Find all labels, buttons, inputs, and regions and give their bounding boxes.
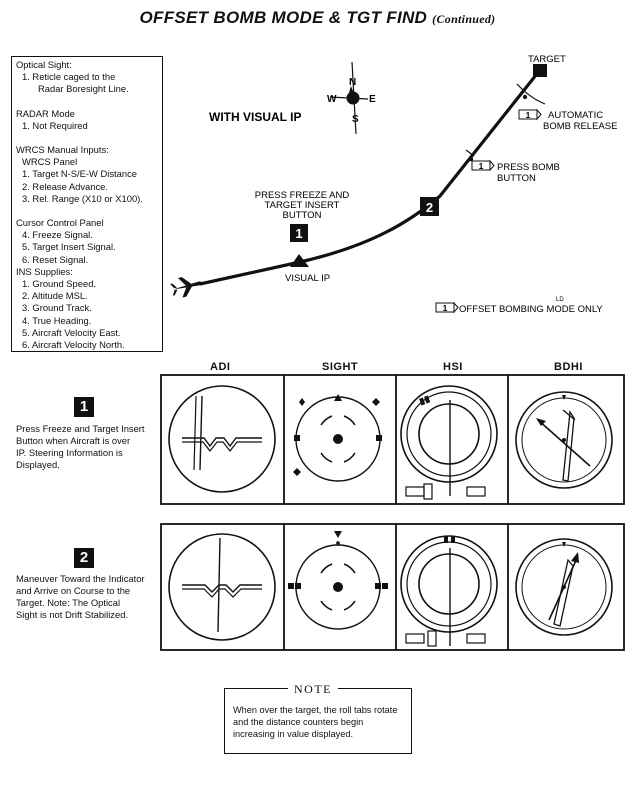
title-main: OFFSET BOMB MODE & TGT FIND [139, 8, 428, 27]
optical-sight-item-cont: Radar Boresight Line. [38, 83, 129, 95]
hsi-indicator [400, 385, 498, 500]
column-head-adi: ADI [210, 361, 231, 373]
visual-ip-label: VISUAL IP [285, 273, 330, 284]
ins-item: 6. Aircraft Velocity North. [22, 339, 125, 351]
callout-num: 1 [479, 161, 484, 171]
offset-only-label: OFFSET BOMBING MODE ONLY [459, 304, 603, 315]
note-text: When over the target, the roll tabs rota… [233, 705, 398, 739]
step-2-badge-num: 2 [79, 549, 89, 566]
ins-item: 1. Ground Speed. [22, 278, 97, 290]
step-text-line: and Arrive on Course to the [16, 585, 131, 596]
sight-reticle [288, 531, 388, 630]
compass-n: N [349, 77, 356, 88]
page-title: OFFSET BOMB MODE & TGT FIND (Continued) [0, 8, 635, 28]
visual-ip-marker [290, 254, 309, 267]
optical-sight-heading: Optical Sight: [16, 59, 72, 70]
hsi-indicator [400, 535, 498, 647]
route-diagram: N E W S WITH VISUAL IP VISUAL IP 1 PRESS… [170, 54, 617, 315]
note-title: NOTE [288, 682, 338, 697]
wrcs-panel-heading: WRCS Panel [22, 156, 78, 168]
step-1-badge-num: 1 [79, 398, 89, 415]
step-2-marker-num: 2 [426, 200, 433, 215]
press-freeze-line: PRESS FREEZE AND [255, 190, 350, 201]
auto-release-line: BOMB RELEASE [543, 121, 617, 132]
cursor-item: 4. Freeze Signal. [22, 229, 93, 241]
ins-item: 2. Altitude MSL. [22, 290, 88, 302]
column-head-hsi: HSI [443, 361, 463, 373]
with-visual-ip-label: WITH VISUAL IP [209, 110, 301, 124]
bdhi-indicator [515, 538, 613, 636]
step-1-badge [74, 397, 94, 417]
instrument-row-1 [160, 374, 625, 505]
optical-sight-item: 1. Reticle caged to the [22, 71, 116, 83]
adi-indicator [168, 385, 276, 493]
title-suffix: (Continued) [432, 12, 496, 26]
target-label: TARGET [528, 54, 566, 65]
aircraft-icon [170, 277, 204, 298]
adi-indicator [168, 533, 276, 641]
compass-rose: N E W S [327, 61, 376, 135]
press-bomb-line: PRESS BOMB [497, 162, 560, 173]
compass-w: W [327, 94, 337, 105]
target-marker [533, 64, 547, 77]
step-2-text: Maneuver Toward the Indicator and Arrive… [16, 573, 161, 621]
wrcs-heading: WRCS Manual Inputs: [16, 144, 109, 156]
release-arc [516, 83, 546, 105]
instrument-row-2 [160, 523, 625, 651]
ins-heading: INS Supplies: [16, 265, 73, 277]
radar-mode-heading: RADAR Mode [16, 107, 75, 119]
wrcs-item: 1. Target N-S/E-W Distance [22, 168, 137, 180]
step-text-line: IP. Steering Information is [16, 447, 123, 458]
wrcs-item: 3. Rel. Range (X10 or X100). [22, 192, 143, 204]
instrument-panels [160, 374, 625, 651]
auto-release-line: AUTOMATIC [548, 110, 603, 121]
callout-num: 1 [443, 303, 448, 313]
bomb-button-tick [465, 149, 475, 157]
step-text-line: Sight is not Drift Stabilized. [16, 609, 129, 620]
compass-e: E [369, 94, 376, 105]
requirements-box: Optical Sight: 1. Reticle caged to the R… [11, 56, 163, 352]
cursor-item: 6. Reset Signal. [22, 253, 89, 265]
press-freeze-line: BUTTON [283, 210, 322, 221]
compass-s: S [352, 114, 359, 125]
step-text-line: Press Freeze and Target Insert [16, 423, 145, 434]
callout-num: 1 [526, 110, 531, 120]
ins-item: 3. Ground Track. [22, 302, 92, 314]
wrcs-item: 2. Release Advance. [22, 180, 108, 192]
step-1-marker [290, 224, 308, 242]
ins-item: 5. Aircraft Velocity East. [22, 326, 121, 338]
step-2-marker [420, 197, 439, 216]
cursor-item: 5. Target Insert Signal. [22, 241, 116, 253]
sight-reticle [293, 394, 382, 482]
column-head-sight: SIGHT [322, 361, 359, 373]
small-mark: LD [556, 297, 564, 303]
step-text-line: Target. Note: The Optical [16, 597, 121, 608]
bomb-button-point [468, 156, 474, 162]
step-2-badge [74, 548, 94, 568]
step-text-line: Maneuver Toward the Indicator [16, 573, 145, 584]
step-text-line: Button when Aircraft is over [16, 435, 131, 446]
ins-item: 4. True Heading. [22, 314, 92, 326]
step-text-line: Displayed. [16, 459, 60, 470]
step-1-marker-num: 1 [295, 226, 302, 241]
column-head-bdhi: BDHI [554, 361, 583, 373]
step-1-text: Press Freeze and Target Insert Button wh… [16, 423, 161, 471]
radar-mode-item: 1. Not Required [22, 119, 88, 131]
cursor-control-heading: Cursor Control Panel [16, 217, 104, 229]
bdhi-indicator [515, 391, 613, 489]
press-bomb-line: BUTTON [497, 173, 536, 184]
press-freeze-line: TARGET INSERT [265, 200, 340, 211]
